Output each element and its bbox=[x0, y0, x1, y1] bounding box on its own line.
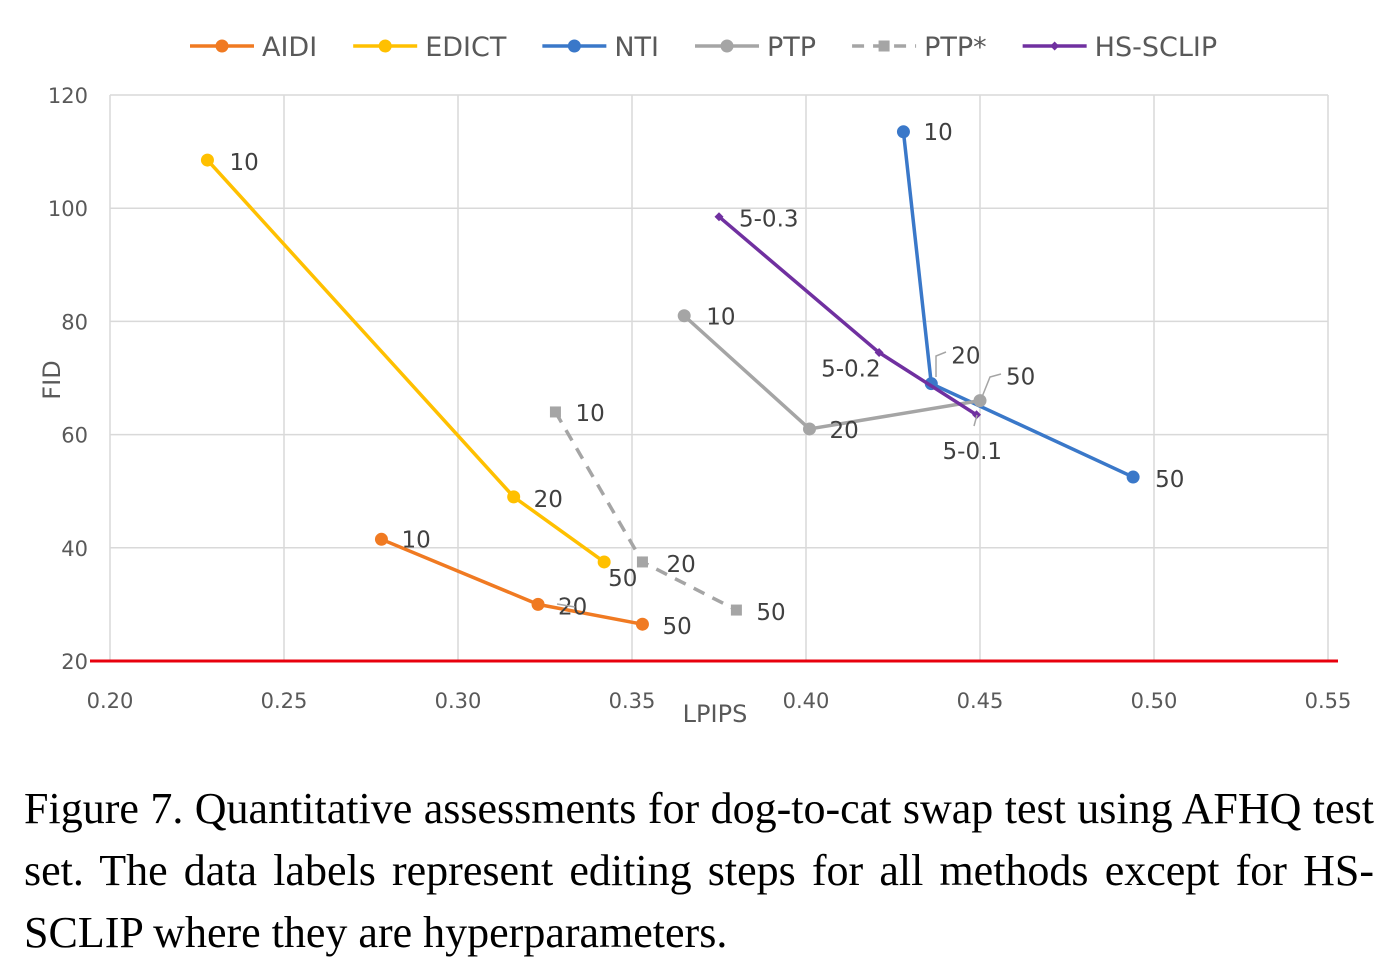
data-label: 50 bbox=[1006, 365, 1035, 391]
legend-item-ptp-: PTP* bbox=[852, 32, 987, 63]
series-ptp- bbox=[549, 406, 742, 616]
legend-label: AIDI bbox=[262, 32, 317, 63]
label-leader-line bbox=[935, 351, 947, 377]
data-label: 50 bbox=[756, 600, 785, 626]
legend-label: PTP bbox=[767, 32, 816, 63]
legend-swatch-marker bbox=[567, 39, 581, 53]
legend-item-aidi: AIDI bbox=[190, 32, 317, 63]
data-label: 50 bbox=[662, 614, 691, 640]
series-group bbox=[200, 125, 1140, 631]
data-label: 5-0.2 bbox=[821, 357, 881, 383]
x-tick-label: 0.20 bbox=[87, 689, 134, 713]
data-point bbox=[1126, 470, 1140, 484]
data-point bbox=[636, 556, 648, 568]
data-label: 5-0.3 bbox=[739, 207, 799, 233]
data-point bbox=[714, 212, 724, 222]
label-leader-line bbox=[981, 373, 1002, 398]
legend-label: HS-SCLIP bbox=[1095, 32, 1217, 63]
chart: AIDI EDICT NTI PTP PTP* HS-SCLIP 0.20 0.25 0.30… bbox=[38, 32, 1351, 728]
legend-item-hs-sclip: HS-SCLIP bbox=[1022, 32, 1217, 63]
data-point bbox=[597, 555, 611, 569]
series-aidi bbox=[374, 532, 649, 631]
y-tick-label: 120 bbox=[48, 84, 88, 108]
series-line bbox=[553, 411, 738, 612]
data-point bbox=[374, 532, 388, 546]
legend-swatch-marker bbox=[878, 40, 890, 52]
data-point bbox=[507, 490, 521, 504]
x-tick-label: 0.35 bbox=[609, 689, 656, 713]
label-leader-line bbox=[556, 603, 576, 608]
y-tick-label: 20 bbox=[61, 650, 88, 674]
data-point bbox=[874, 348, 884, 358]
data-label: 50 bbox=[1155, 467, 1184, 493]
legend-swatch-marker bbox=[720, 39, 734, 53]
data-point bbox=[972, 410, 982, 420]
legend-swatch-marker bbox=[215, 39, 229, 53]
legend-item-ptp: PTP bbox=[695, 32, 816, 63]
data-label: 20 bbox=[951, 344, 980, 370]
data-point bbox=[200, 153, 214, 167]
legend-label: EDICT bbox=[425, 32, 507, 63]
data-point bbox=[531, 597, 545, 611]
series-hs-sclip bbox=[714, 212, 982, 420]
x-tick-label: 0.45 bbox=[957, 689, 1004, 713]
data-label: 10 bbox=[706, 305, 735, 331]
series-nti bbox=[896, 125, 1140, 484]
data-labels: 10 20 50 10 20 50 10 20 50 10 20 50 10 20 50 5-0.3 5-0.2… bbox=[229, 120, 1184, 640]
data-label: 10 bbox=[923, 120, 952, 146]
figure-caption: Figure 7. Quantitative assessments for d… bbox=[24, 784, 1374, 957]
legend-label: PTP* bbox=[924, 32, 987, 63]
legend-label: NTI bbox=[614, 32, 659, 63]
data-label: 10 bbox=[229, 150, 258, 176]
x-tick-label: 0.55 bbox=[1305, 689, 1352, 713]
x-axis-title: LPIPS bbox=[683, 700, 748, 728]
series-line bbox=[901, 130, 1135, 479]
legend-item-edict: EDICT bbox=[353, 32, 507, 63]
data-point bbox=[549, 406, 561, 418]
y-tick-label: 60 bbox=[61, 424, 88, 448]
x-tick-label: 0.40 bbox=[783, 689, 830, 713]
data-point bbox=[973, 394, 987, 408]
legend-swatch-marker bbox=[1050, 41, 1060, 51]
data-label: 10 bbox=[575, 401, 604, 427]
series-edict bbox=[200, 153, 611, 569]
y-tick-label: 40 bbox=[61, 537, 88, 561]
data-point bbox=[802, 422, 816, 436]
axes: 0.20 0.25 0.30 0.35 0.40 0.45 0.50 0.55 20 40 60 80… bbox=[38, 84, 1351, 728]
x-tick-label: 0.50 bbox=[1131, 689, 1178, 713]
x-tick-label: 0.25 bbox=[261, 689, 308, 713]
data-label: 10 bbox=[401, 527, 430, 553]
data-label: 50 bbox=[608, 566, 637, 592]
x-tick-label: 0.30 bbox=[435, 689, 482, 713]
y-tick-label: 100 bbox=[48, 197, 88, 221]
y-axis-title: FID bbox=[38, 360, 66, 399]
data-point bbox=[730, 604, 742, 616]
data-label: 20 bbox=[829, 418, 858, 444]
grid-lines bbox=[109, 94, 1329, 661]
data-point bbox=[635, 617, 649, 631]
data-label: 5-0.1 bbox=[943, 439, 1003, 465]
label-leader-line bbox=[973, 414, 978, 427]
data-label: 20 bbox=[534, 487, 563, 513]
y-tick-label: 80 bbox=[61, 310, 88, 334]
legend-swatch-marker bbox=[378, 39, 392, 53]
data-label: 20 bbox=[558, 594, 587, 620]
legend-item-nti: NTI bbox=[542, 32, 659, 63]
series-ptp bbox=[677, 309, 987, 436]
data-point bbox=[677, 309, 691, 323]
legend: AIDI EDICT NTI PTP PTP* HS-SCLIP bbox=[190, 32, 1217, 63]
data-label: 20 bbox=[666, 552, 695, 578]
data-point bbox=[896, 125, 910, 139]
